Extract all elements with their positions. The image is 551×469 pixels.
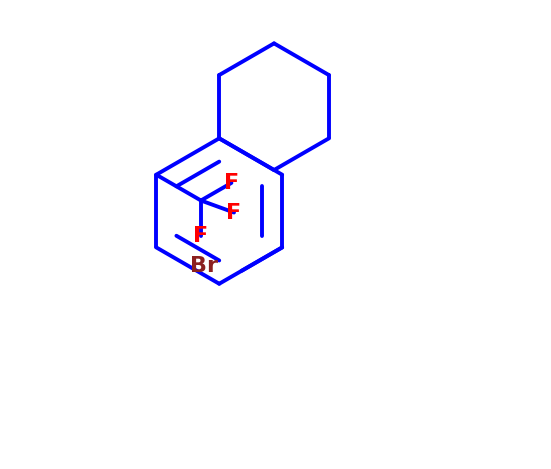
Text: F: F [226,203,241,222]
Text: F: F [224,173,239,193]
Text: Br: Br [190,256,218,276]
Text: F: F [193,226,208,246]
